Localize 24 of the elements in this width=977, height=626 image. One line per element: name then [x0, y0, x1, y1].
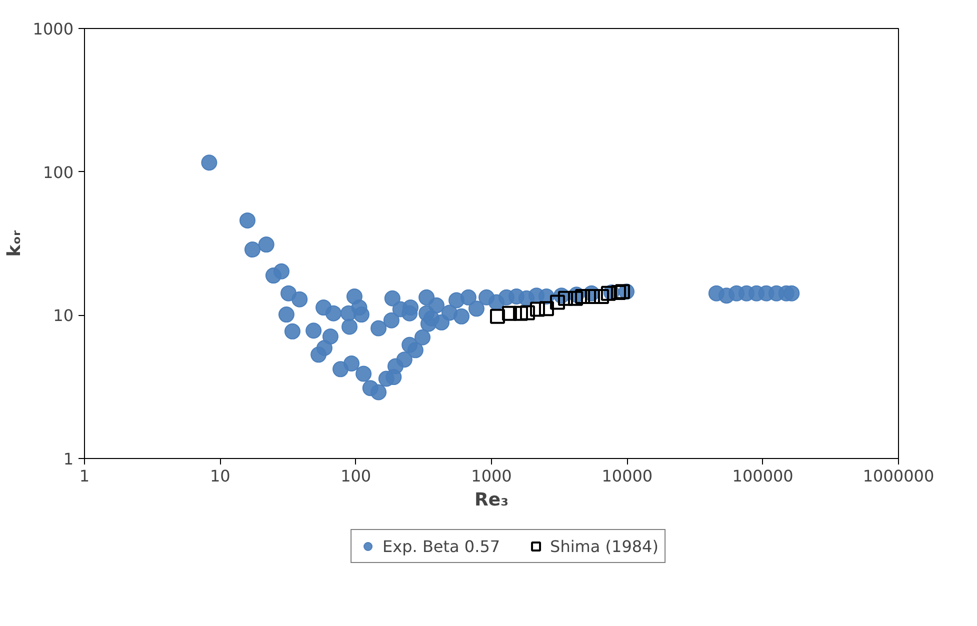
x-axis-title: Re₃ [474, 490, 508, 510]
legend-label: Exp. Beta 0.57 [382, 536, 500, 556]
x-tick-label: 1000 [471, 466, 512, 486]
x-tick-label: 100000 [732, 466, 794, 486]
point [558, 290, 573, 306]
point [575, 288, 590, 304]
x-tick-label: 1000000 [862, 466, 934, 486]
x-tick-label: 100 [340, 466, 372, 486]
x-tick-label: 10 [210, 466, 230, 486]
y-tick-label: 100 [42, 162, 74, 182]
point [530, 302, 545, 317]
y-tick-label: 1000 [32, 20, 74, 38]
point [594, 288, 610, 304]
x-tick-label: 1 [79, 466, 90, 486]
y-tick-label: 10 [53, 306, 74, 326]
point [520, 305, 535, 320]
legend-label: Shima (1984) [550, 536, 658, 556]
y-axis-title: kₒᵣ [4, 230, 25, 257]
point [538, 301, 554, 316]
point [502, 306, 517, 321]
point [584, 288, 600, 304]
y-tick-label: 1 [63, 450, 74, 468]
x-tick-label: 10000 [602, 466, 653, 486]
point [610, 284, 626, 300]
